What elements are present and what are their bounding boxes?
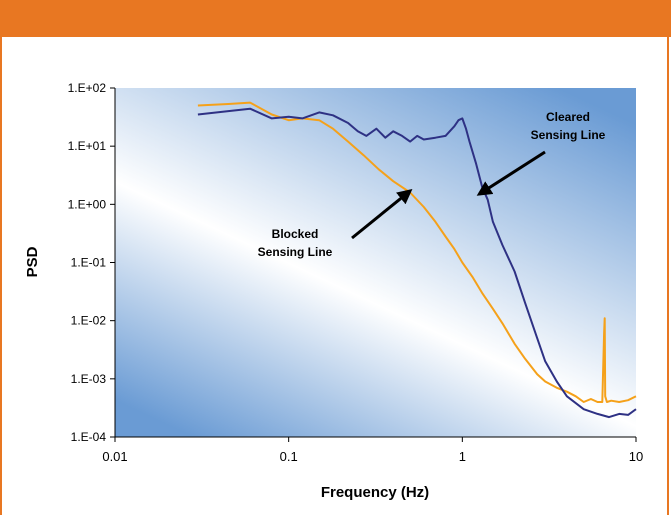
ticks-layer: 0.01 0.1 1 10 1.E+02 1.E+01 1.E+00 1.E-01 1.E-02… bbox=[68, 81, 644, 464]
annotation-cleared-arrow bbox=[476, 150, 546, 196]
header-banner bbox=[0, 0, 671, 37]
x-axis-title: Frequency (Hz) bbox=[321, 484, 429, 501]
y-tick-label: 1.E-01 bbox=[71, 256, 107, 270]
annotation-blocked-line1: Blocked bbox=[272, 227, 319, 241]
x-tick-label: 1 bbox=[459, 449, 466, 464]
series-layer bbox=[197, 101, 637, 419]
y-tick-label: 1.E-02 bbox=[71, 314, 107, 328]
y-tick-label: 1.E-04 bbox=[71, 430, 107, 444]
y-tick-label: 1.E+00 bbox=[68, 197, 107, 211]
annotation-blocked-line2: Sensing Line bbox=[258, 245, 333, 259]
x-tick-label: 10 bbox=[629, 449, 643, 464]
annotation-cleared-line1: Cleared bbox=[546, 110, 590, 124]
series-line-0 bbox=[197, 101, 637, 403]
y-tick-label: 1.E+01 bbox=[68, 139, 107, 153]
y-tick-label: 1.E-03 bbox=[71, 372, 107, 386]
annotation-cleared-line2: Sensing Line bbox=[531, 128, 606, 142]
x-tick-label: 0.1 bbox=[280, 449, 298, 464]
series-line-1 bbox=[197, 107, 637, 419]
bottom-edge bbox=[0, 515, 671, 519]
plot-area bbox=[115, 88, 636, 437]
annotation-cleared: Cleared Sensing Line bbox=[476, 110, 606, 196]
annotation-blocked: Blocked Sensing Line bbox=[258, 189, 413, 259]
annotation-blocked-arrow bbox=[351, 189, 413, 240]
y-tick-label: 1.E+02 bbox=[68, 81, 107, 95]
x-tick-label: 0.01 bbox=[102, 449, 127, 464]
y-axis-title: PSD bbox=[24, 246, 41, 277]
